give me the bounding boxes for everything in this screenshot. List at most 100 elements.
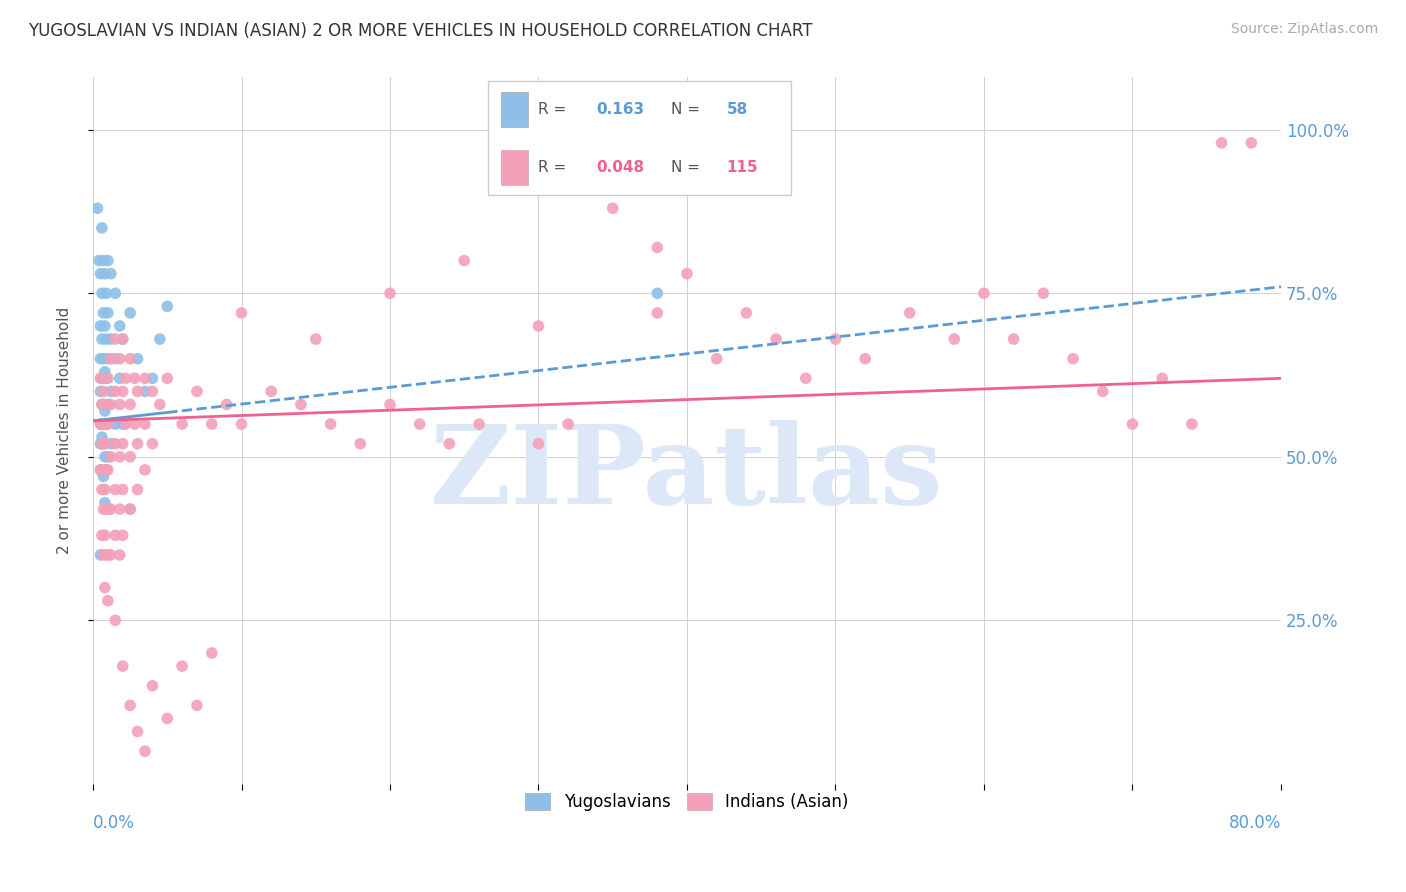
Point — [108, 450, 131, 464]
Point — [104, 286, 127, 301]
Point — [527, 318, 550, 333]
Point — [134, 371, 156, 385]
Point — [90, 397, 112, 411]
Point — [231, 306, 253, 320]
Point — [824, 332, 846, 346]
Point — [127, 436, 149, 450]
Point — [94, 397, 117, 411]
Text: Source: ZipAtlas.com: Source: ZipAtlas.com — [1230, 22, 1378, 37]
Point — [735, 306, 758, 320]
Point — [156, 299, 179, 313]
Y-axis label: 2 or more Vehicles in Household: 2 or more Vehicles in Household — [58, 307, 72, 554]
Point — [1211, 136, 1233, 150]
Point — [141, 384, 163, 399]
Point — [557, 417, 579, 431]
Point — [645, 240, 668, 254]
Point — [89, 463, 111, 477]
Point — [93, 463, 115, 477]
Point — [149, 397, 172, 411]
Point — [100, 450, 122, 464]
Point — [89, 548, 111, 562]
Point — [108, 397, 131, 411]
Point — [124, 417, 146, 431]
Text: 0.163: 0.163 — [596, 102, 644, 117]
Point — [794, 371, 817, 385]
Point — [97, 548, 120, 562]
Point — [100, 384, 122, 399]
Point — [97, 463, 120, 477]
Point — [96, 417, 118, 431]
Text: R =: R = — [537, 160, 565, 175]
Point — [97, 450, 120, 464]
Point — [120, 450, 142, 464]
Point — [89, 436, 111, 450]
Point — [96, 463, 118, 477]
Point — [124, 371, 146, 385]
Point — [94, 495, 117, 509]
Text: 0.048: 0.048 — [596, 160, 644, 175]
Point — [120, 306, 142, 320]
Point — [104, 332, 127, 346]
Point — [305, 332, 328, 346]
Point — [100, 502, 122, 516]
Point — [96, 371, 118, 385]
Point — [973, 286, 995, 301]
Point — [93, 306, 115, 320]
Point — [439, 436, 461, 450]
Point — [94, 436, 117, 450]
Point — [89, 351, 111, 366]
Text: N =: N = — [671, 102, 700, 117]
Point — [290, 397, 312, 411]
Point — [93, 548, 115, 562]
Point — [93, 469, 115, 483]
Point — [97, 502, 120, 516]
Point — [111, 436, 134, 450]
Point — [378, 397, 401, 411]
Point — [108, 548, 131, 562]
Point — [527, 436, 550, 450]
Point — [141, 436, 163, 450]
Point — [97, 417, 120, 431]
Point — [127, 724, 149, 739]
Point — [676, 267, 699, 281]
Point — [156, 711, 179, 725]
Point — [94, 365, 117, 379]
Point — [90, 528, 112, 542]
Point — [114, 417, 136, 431]
Point — [86, 201, 108, 215]
Point — [645, 306, 668, 320]
Point — [127, 384, 149, 399]
Point — [104, 483, 127, 497]
Point — [602, 201, 624, 215]
Point — [104, 351, 127, 366]
Bar — [501, 150, 529, 185]
Point — [645, 286, 668, 301]
Point — [215, 397, 238, 411]
Legend: Yugoslavians, Indians (Asian): Yugoslavians, Indians (Asian) — [519, 787, 855, 818]
Point — [104, 436, 127, 450]
Point — [94, 528, 117, 542]
Point — [96, 548, 118, 562]
Point — [89, 463, 111, 477]
Point — [111, 483, 134, 497]
Point — [89, 417, 111, 431]
Point — [156, 371, 179, 385]
Point — [134, 417, 156, 431]
Point — [100, 332, 122, 346]
Point — [898, 306, 921, 320]
Point — [111, 659, 134, 673]
Point — [104, 613, 127, 627]
Point — [378, 286, 401, 301]
Point — [89, 318, 111, 333]
Point — [409, 417, 432, 431]
Point — [853, 351, 876, 366]
Point — [97, 593, 120, 607]
Point — [97, 371, 120, 385]
Point — [100, 267, 122, 281]
Point — [97, 253, 120, 268]
Text: 115: 115 — [727, 160, 758, 175]
Point — [97, 306, 120, 320]
Point — [90, 332, 112, 346]
Point — [120, 397, 142, 411]
Point — [1240, 136, 1263, 150]
